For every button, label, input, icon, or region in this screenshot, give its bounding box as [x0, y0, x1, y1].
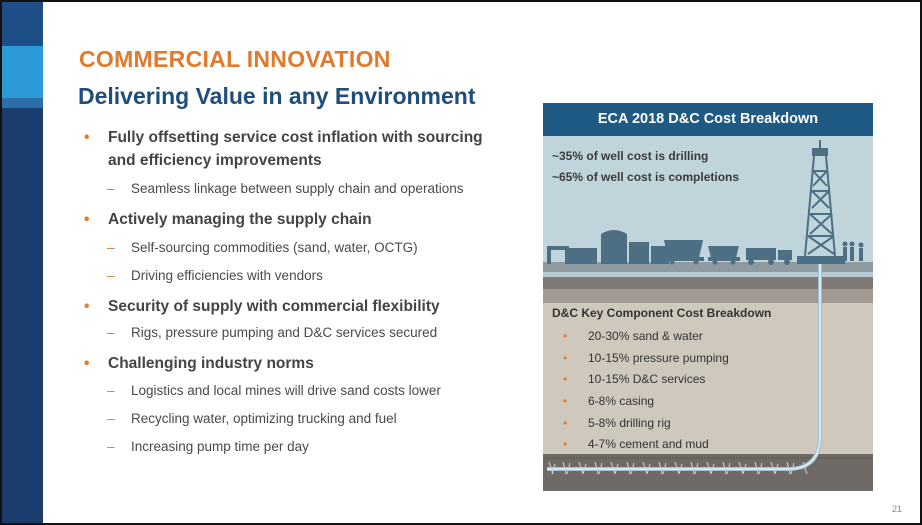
sub-bullet-dash: –: [107, 268, 115, 283]
sub-bullet-item: – Increasing pump time per day: [84, 437, 504, 457]
bullet-dot: •: [84, 211, 90, 228]
truck-icon: [746, 248, 792, 265]
component-text: 5-8% drilling rig: [588, 415, 671, 430]
sub-bullet-dash: –: [107, 240, 115, 255]
sub-bullet-text: Self-sourcing commodities (sand, water, …: [131, 240, 418, 255]
sub-bullet-text: Rigs, pressure pumping and D&C services …: [131, 325, 438, 340]
components-list: • 20-30% sand & water • 10-15% pressure pu…: [563, 326, 729, 456]
component-item: • 10-15% pressure pumping: [563, 348, 729, 370]
water-layer: [543, 272, 873, 277]
sub-bullet-text: Recycling water, optimizing trucking and…: [131, 411, 397, 426]
sub-bullet-text: Seamless linkage between supply chain an…: [131, 181, 464, 196]
bullet-item: • Challenging industry norms: [84, 352, 504, 375]
component-text: 10-15% pressure pumping: [588, 350, 729, 365]
component-text: 10-15% D&C services: [588, 372, 706, 387]
bullet-item: • Security of supply with commercial fle…: [84, 295, 504, 318]
component-text: 4-7% cement and mud: [588, 437, 709, 452]
sub-bullet-item: – Rigs, pressure pumping and D&C service…: [84, 323, 504, 343]
bullet-dot: •: [563, 415, 568, 430]
sub-bullet-dash: –: [107, 383, 115, 398]
component-item: • 6-8% casing: [563, 391, 729, 413]
sub-bullet-text: Increasing pump time per day: [131, 439, 309, 454]
bullet-list: • Fully offsetting service cost inflatio…: [84, 126, 504, 457]
cost-breakdown-panel: ECA 2018 D&C Cost Breakdown: [543, 103, 873, 491]
bullet-dot: •: [563, 329, 568, 343]
components-title: D&C Key Component Cost Breakdown: [552, 306, 772, 320]
sub-bullet-text: Driving efficiencies with vendors: [131, 268, 323, 283]
sub-bullet-dash: –: [107, 411, 115, 426]
drilling-rig-icon: [804, 155, 836, 257]
sub-bullet-dash: –: [107, 439, 115, 454]
component-item: • 10-15% D&C services: [563, 369, 729, 391]
railcar-icon: [664, 240, 740, 265]
sub-bullet-item: – Driving efficiencies with vendors: [84, 266, 504, 286]
bullet-dot: •: [563, 372, 568, 387]
component-item: • 20-30% sand & water: [563, 326, 729, 348]
slide-title: COMMERCIAL INNOVATION: [79, 46, 391, 72]
component-text: 6-8% casing: [588, 394, 655, 409]
bullet-text: Actively managing the supply chain: [108, 211, 372, 228]
sub-bullet-dash: –: [107, 181, 115, 196]
bullet-item: • Actively managing the supply chain: [84, 208, 504, 231]
pump-station-icon: [547, 246, 597, 264]
worker-icon: [842, 241, 864, 261]
wellsite-illustration: [543, 136, 873, 491]
bullet-text: Fully offsetting service cost inflation …: [108, 129, 483, 169]
soil-layer: [543, 277, 873, 289]
sub-bullet-item: – Self-sourcing commodities (sand, water…: [84, 238, 504, 258]
ground-surface: [543, 262, 873, 272]
bullet-dot: •: [563, 394, 568, 409]
sub-bullet-item: – Seamless linkage between supply chain …: [84, 179, 504, 199]
bullet-text: Challenging industry norms: [108, 355, 314, 372]
sub-bullet-item: – Logistics and local mines will drive s…: [84, 381, 504, 401]
bullet-dot: •: [84, 298, 90, 315]
sub-bullet-text: Logistics and local mines will drive san…: [131, 383, 441, 398]
page-number: 21: [892, 504, 903, 514]
bullet-dot: •: [563, 437, 568, 452]
panel-header: ECA 2018 D&C Cost Breakdown: [543, 103, 873, 136]
bullet-dot: •: [563, 350, 568, 365]
slide-subtitle: Delivering Value in any Environment: [78, 83, 476, 109]
storage-tank-icon: [601, 230, 669, 264]
reservoir-layer: [543, 454, 873, 491]
bullet-dot: •: [84, 355, 90, 372]
drilling-share-text: ~35% of well cost is drilling: [552, 149, 709, 163]
component-item: • 5-8% drilling rig: [563, 413, 729, 435]
slide-accent-bar: [2, 2, 43, 523]
sub-bullet-item: – Recycling water, optimizing trucking a…: [84, 409, 504, 429]
bullet-item: • Fully offsetting service cost inflatio…: [84, 126, 504, 172]
completions-share-text: ~65% of well cost is completions: [552, 170, 740, 184]
sub-bullet-dash: –: [107, 325, 115, 340]
component-text: 20-30% sand & water: [588, 329, 703, 343]
component-item: • 4-7% cement and mud: [563, 434, 729, 456]
stratum-layer: [543, 289, 873, 303]
bullet-dot: •: [84, 129, 90, 146]
bullet-text: Security of supply with commercial flexi…: [108, 298, 440, 315]
